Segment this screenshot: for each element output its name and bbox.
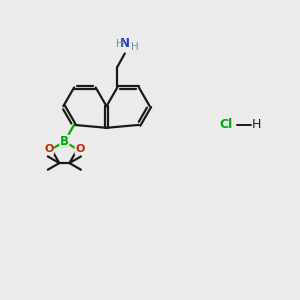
Text: O: O [44,144,54,154]
Text: H: H [131,42,139,52]
Text: H: H [116,39,123,49]
Text: Cl: Cl [220,118,233,131]
Text: H: H [252,118,261,131]
Text: N: N [120,37,130,50]
Text: O: O [75,144,85,154]
Text: B: B [60,135,69,148]
